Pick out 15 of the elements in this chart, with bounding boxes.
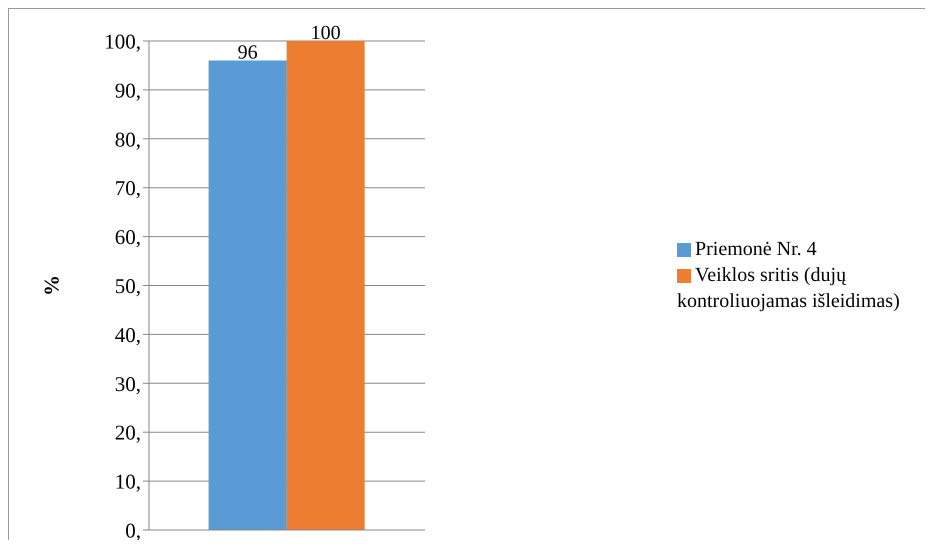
data-label: 100 [310, 22, 341, 44]
data-label: 96 [238, 42, 258, 64]
y-tick-label: 20, [114, 420, 141, 445]
y-tick-label: 40, [114, 322, 141, 347]
legend-label: Priemonė Nr. 4 [695, 238, 817, 260]
y-tick-label: 100, [104, 29, 141, 54]
y-tick-label: 50, [114, 274, 141, 298]
legend-label: Veiklos sritis (dujų kontroliuojamas išleidimas) [677, 264, 900, 312]
y-tick-label: 10, [114, 470, 141, 494]
y-axis-title: % [39, 275, 64, 296]
y-tick-label: 70, [114, 176, 141, 200]
y-tick-label: 30, [114, 372, 141, 396]
y-tick-label: 90, [114, 78, 141, 102]
y-tick-label: 80, [114, 127, 141, 152]
y-tick-label: 60, [114, 225, 141, 250]
